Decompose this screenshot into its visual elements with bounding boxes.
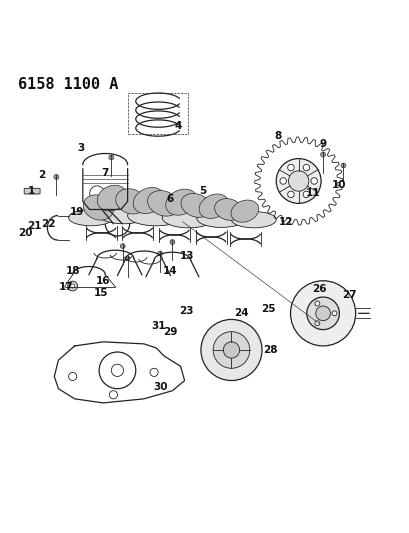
Text: 16: 16: [96, 276, 110, 286]
Circle shape: [54, 174, 58, 179]
Circle shape: [125, 256, 130, 261]
Circle shape: [320, 152, 325, 157]
Circle shape: [157, 251, 162, 256]
Circle shape: [67, 281, 77, 291]
Ellipse shape: [196, 209, 245, 228]
Text: 2: 2: [38, 170, 46, 180]
Circle shape: [213, 332, 249, 368]
Circle shape: [170, 240, 175, 245]
Ellipse shape: [97, 204, 150, 224]
Ellipse shape: [83, 195, 113, 220]
Text: 11: 11: [305, 188, 319, 198]
Text: 29: 29: [163, 327, 177, 337]
Text: 31: 31: [151, 320, 165, 330]
Ellipse shape: [91, 195, 119, 208]
Text: 7: 7: [101, 168, 109, 178]
Ellipse shape: [199, 194, 228, 219]
Text: 27: 27: [342, 290, 356, 300]
Text: 13: 13: [179, 252, 193, 261]
Text: 12: 12: [279, 217, 293, 227]
Text: 14: 14: [163, 265, 177, 276]
Circle shape: [315, 306, 330, 321]
Text: 9: 9: [319, 139, 326, 149]
Ellipse shape: [223, 204, 251, 215]
Circle shape: [288, 171, 308, 191]
Text: 17: 17: [59, 282, 74, 292]
Ellipse shape: [165, 189, 197, 215]
Text: 21: 21: [27, 221, 41, 231]
Ellipse shape: [115, 189, 146, 214]
Text: 26: 26: [311, 284, 326, 294]
Text: 3: 3: [77, 143, 84, 154]
Circle shape: [340, 163, 345, 168]
Text: 1: 1: [28, 186, 36, 196]
Text: 18: 18: [65, 265, 80, 276]
Text: 15: 15: [94, 288, 108, 298]
Circle shape: [314, 301, 319, 306]
Ellipse shape: [68, 209, 113, 226]
Ellipse shape: [127, 205, 184, 226]
Ellipse shape: [157, 199, 187, 212]
Text: 24: 24: [234, 308, 248, 318]
Circle shape: [223, 342, 239, 358]
Circle shape: [200, 319, 261, 381]
Circle shape: [302, 191, 309, 198]
Text: 22: 22: [41, 219, 55, 229]
Text: 20: 20: [18, 228, 33, 238]
Text: 10: 10: [331, 180, 346, 190]
Text: 19: 19: [70, 206, 84, 216]
Ellipse shape: [231, 212, 276, 228]
Text: 8: 8: [274, 131, 281, 141]
Text: 30: 30: [153, 382, 167, 392]
Circle shape: [287, 191, 294, 198]
Circle shape: [109, 155, 114, 160]
Circle shape: [276, 159, 320, 204]
Circle shape: [314, 321, 319, 326]
Text: 6: 6: [166, 195, 173, 204]
Circle shape: [70, 284, 74, 288]
Ellipse shape: [180, 193, 211, 217]
Circle shape: [279, 177, 286, 184]
Text: 5: 5: [199, 186, 206, 196]
Ellipse shape: [97, 185, 127, 211]
Ellipse shape: [162, 207, 215, 228]
Circle shape: [331, 311, 336, 316]
Text: 25: 25: [260, 304, 275, 314]
FancyBboxPatch shape: [24, 188, 40, 194]
Circle shape: [287, 164, 294, 171]
Ellipse shape: [189, 201, 220, 214]
Ellipse shape: [214, 199, 242, 220]
Ellipse shape: [133, 188, 164, 214]
Circle shape: [120, 244, 125, 248]
Circle shape: [302, 164, 309, 171]
Circle shape: [310, 177, 317, 184]
Text: 6158 1100 A: 6158 1100 A: [18, 77, 118, 92]
Text: 4: 4: [174, 121, 182, 131]
Ellipse shape: [230, 200, 258, 222]
Circle shape: [306, 297, 339, 329]
Circle shape: [290, 281, 355, 346]
Ellipse shape: [124, 197, 155, 210]
Text: 23: 23: [179, 306, 193, 316]
Text: 28: 28: [262, 345, 277, 355]
Ellipse shape: [147, 191, 179, 216]
